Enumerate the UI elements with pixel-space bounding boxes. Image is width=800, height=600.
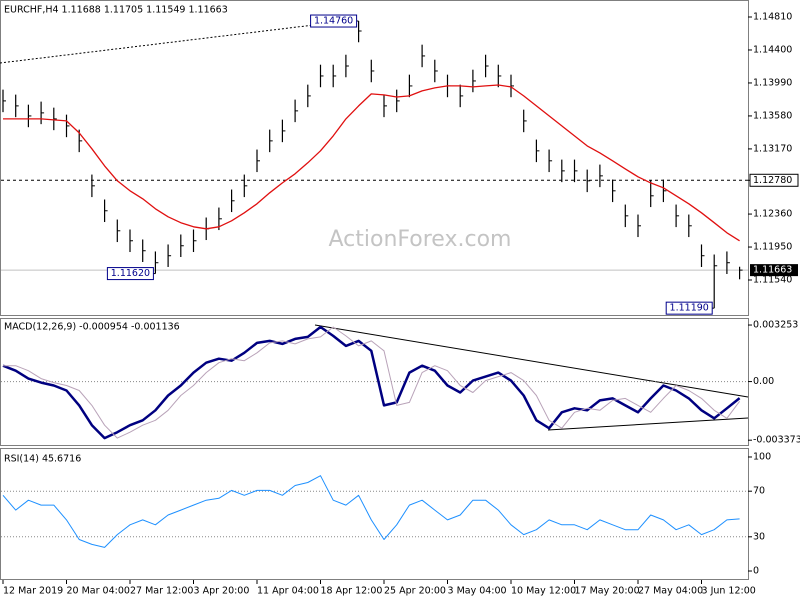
x-tick-label: 17 May 20:00 bbox=[575, 586, 640, 597]
annotation-label: 1.11620 bbox=[111, 268, 150, 279]
y-tick-label: 0 bbox=[753, 566, 759, 577]
annotation-box bbox=[106, 267, 154, 281]
price-header: EURCHF,H4 1.11688 1.11705 1.11549 1.1166… bbox=[4, 5, 228, 16]
x-tick-label: 10 May 12:00 bbox=[511, 586, 576, 597]
x-tick-label: 3 Jun 12:00 bbox=[702, 586, 756, 597]
y-tick-label: 1.13580 bbox=[753, 110, 792, 121]
series-line bbox=[3, 84, 740, 242]
rsi-panel bbox=[0, 448, 749, 580]
trend-line bbox=[0, 19, 356, 64]
y-tick-label: 1.14400 bbox=[753, 44, 792, 55]
macd-trend-line bbox=[314, 324, 749, 398]
y-tick-label: 0.003253 bbox=[753, 320, 798, 331]
annotation-label: 1.11190 bbox=[670, 303, 709, 314]
watermark: ActionForex.com bbox=[329, 227, 512, 252]
current-price-box bbox=[750, 264, 798, 277]
macd-trend-line bbox=[547, 417, 749, 431]
annotation-label: 1.14760 bbox=[314, 16, 353, 27]
series-line bbox=[2, 475, 740, 548]
y-tick-label: 70 bbox=[753, 486, 765, 497]
tick-box bbox=[749, 173, 799, 187]
y-tick-label: 1.13990 bbox=[753, 77, 792, 88]
y-tick-label: 100 bbox=[753, 451, 771, 462]
x-tick-label: 11 Apr 04:00 bbox=[257, 586, 319, 597]
y-tick-label: 1.14810 bbox=[753, 12, 792, 23]
series-line bbox=[2, 325, 741, 440]
y-tick-label: 1.13170 bbox=[753, 143, 792, 154]
macd-header: MACD(12,26,9) -0.000954 -0.001136 bbox=[4, 322, 180, 333]
x-tick-label: 3 Apr 20:00 bbox=[194, 586, 250, 597]
annotation-box bbox=[310, 14, 358, 28]
y-tick-label: 0.00 bbox=[753, 376, 774, 387]
series-line bbox=[3, 326, 741, 439]
y-tick-label: 1.12360 bbox=[753, 209, 792, 220]
annotation-box bbox=[665, 301, 713, 315]
x-tick-label: 18 Apr 12:00 bbox=[321, 586, 383, 597]
x-tick-label: 12 Mar 2019 bbox=[3, 586, 63, 597]
current-price-label: 1.11663 bbox=[753, 265, 792, 276]
y-tick-label: -0.003373 bbox=[753, 435, 800, 446]
y-tick-label: 1.12780 bbox=[753, 175, 792, 186]
y-tick-label: 1.11540 bbox=[753, 275, 792, 286]
x-tick-label: 20 Mar 04:00 bbox=[67, 586, 130, 597]
y-tick-label: 1.11950 bbox=[753, 242, 792, 253]
rsi-header: RSI(14) 45.6716 bbox=[4, 454, 81, 465]
x-tick-label: 27 Mar 12:00 bbox=[130, 586, 193, 597]
x-tick-label: 27 May 04:00 bbox=[638, 586, 703, 597]
price-panel bbox=[0, 0, 749, 316]
x-tick-label: 3 May 04:00 bbox=[448, 586, 507, 597]
y-tick-label: 30 bbox=[753, 531, 765, 542]
x-tick-label: 25 Apr 20:00 bbox=[384, 586, 446, 597]
